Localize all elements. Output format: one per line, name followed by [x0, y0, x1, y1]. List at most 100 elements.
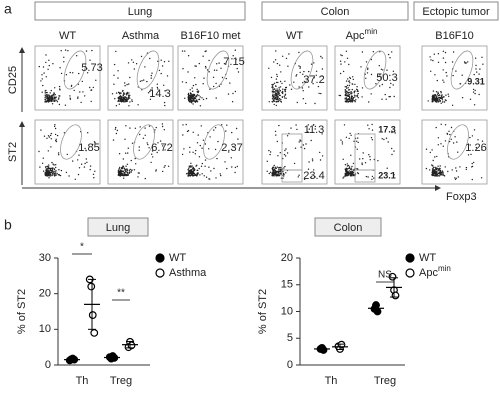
- cell-dot: [157, 88, 159, 90]
- cell-dot: [346, 57, 349, 59]
- cell-dot: [187, 96, 189, 98]
- cell-dot: [431, 170, 434, 172]
- cell-dot: [268, 149, 270, 152]
- cell-dot: [280, 170, 282, 172]
- cell-dot: [151, 87, 153, 89]
- cell-dot: [434, 169, 436, 171]
- cell-dot: [451, 61, 454, 63]
- cell-dot: [198, 156, 201, 158]
- cell-dot: [307, 124, 309, 126]
- cell-dot: [45, 91, 47, 94]
- cell-dot: [164, 165, 166, 167]
- cell-dot: [79, 91, 81, 93]
- cell-dot: [275, 78, 278, 80]
- cell-dot: [277, 155, 279, 157]
- cell-dot: [277, 95, 279, 98]
- cell-dot: [119, 92, 121, 94]
- cell-dot: [425, 148, 428, 150]
- cell-dot: [122, 96, 124, 98]
- cell-dot: [339, 72, 342, 75]
- cell-dot: [432, 159, 434, 162]
- cell-dot: [384, 93, 386, 96]
- cell-dot: [130, 171, 132, 173]
- cell-dot: [277, 100, 280, 103]
- cell-dot: [436, 79, 438, 82]
- cell-dot: [348, 137, 350, 140]
- cell-dot: [285, 86, 288, 89]
- cell-dot: [278, 99, 280, 101]
- cell-dot: [433, 96, 435, 98]
- cell-dot: [189, 89, 191, 91]
- cell-dot: [461, 74, 463, 76]
- cell-dot: [197, 91, 199, 94]
- cell-dot: [192, 151, 194, 153]
- cell-dot: [473, 129, 476, 131]
- cell-dot: [229, 82, 231, 84]
- cell-dot: [278, 94, 281, 97]
- cell-dot: [357, 141, 359, 144]
- cell-dot: [273, 173, 276, 176]
- cell-dot: [52, 63, 54, 65]
- cell-dot: [60, 72, 63, 75]
- cell-dot: [127, 171, 129, 174]
- gate-value: 23.4: [303, 170, 324, 182]
- cell-dot: [275, 167, 277, 169]
- cell-dot: [427, 100, 429, 102]
- cell-dot: [284, 88, 287, 91]
- cell-dot: [69, 71, 71, 74]
- cell-dot: [282, 172, 285, 175]
- cell-dot: [59, 88, 61, 90]
- cell-dot: [54, 127, 57, 130]
- cell-dot: [67, 50, 69, 52]
- cell-dot: [270, 76, 273, 79]
- cell-dot: [131, 142, 134, 144]
- cell-dot: [128, 83, 130, 85]
- cell-dot: [194, 101, 197, 103]
- cell-dot: [271, 85, 274, 87]
- cell-dot: [278, 124, 280, 127]
- cell-dot: [150, 161, 152, 164]
- cell-dot: [285, 97, 287, 100]
- cell-dot: [459, 83, 461, 85]
- cell-dot: [185, 81, 187, 84]
- cell-dot: [438, 172, 440, 174]
- cell-dot: [41, 74, 43, 76]
- cell-dot: [315, 74, 317, 77]
- cell-dot: [202, 139, 205, 141]
- cell-dot: [42, 66, 45, 68]
- cell-dot: [289, 84, 291, 86]
- cell-dot: [304, 81, 306, 83]
- cell-dot: [444, 140, 447, 142]
- cell-dot: [346, 87, 348, 89]
- cell-dot: [273, 100, 275, 103]
- cell-dot: [204, 50, 206, 53]
- cell-dot: [438, 96, 440, 99]
- cell-dot: [437, 144, 439, 146]
- cell-dot: [436, 101, 438, 103]
- cell-dot: [433, 174, 435, 177]
- cell-dot: [439, 165, 441, 167]
- cell-dot: [86, 72, 89, 74]
- cell-dot: [446, 133, 449, 135]
- cell-dot: [40, 129, 42, 131]
- cell-dot: [352, 76, 354, 78]
- cell-dot: [161, 123, 164, 125]
- superscript: min: [365, 27, 378, 36]
- cell-dot: [284, 155, 287, 157]
- cell-dot: [55, 166, 57, 169]
- cell-dot: [434, 100, 437, 103]
- cell-dot: [349, 132, 351, 135]
- cell-dot: [216, 69, 218, 72]
- cell-dot: [284, 149, 286, 152]
- cell-dot: [65, 171, 68, 174]
- cell-dot: [341, 54, 343, 57]
- cell-dot: [205, 67, 207, 69]
- cell-dot: [438, 169, 441, 171]
- cell-dot: [297, 176, 299, 178]
- cell-dot: [321, 68, 324, 70]
- cell-dot: [117, 174, 120, 176]
- cell-dot: [95, 79, 97, 82]
- x-tick-label: Th: [76, 375, 89, 387]
- cell-dot: [225, 130, 227, 132]
- gate-value: 11.3: [304, 124, 325, 136]
